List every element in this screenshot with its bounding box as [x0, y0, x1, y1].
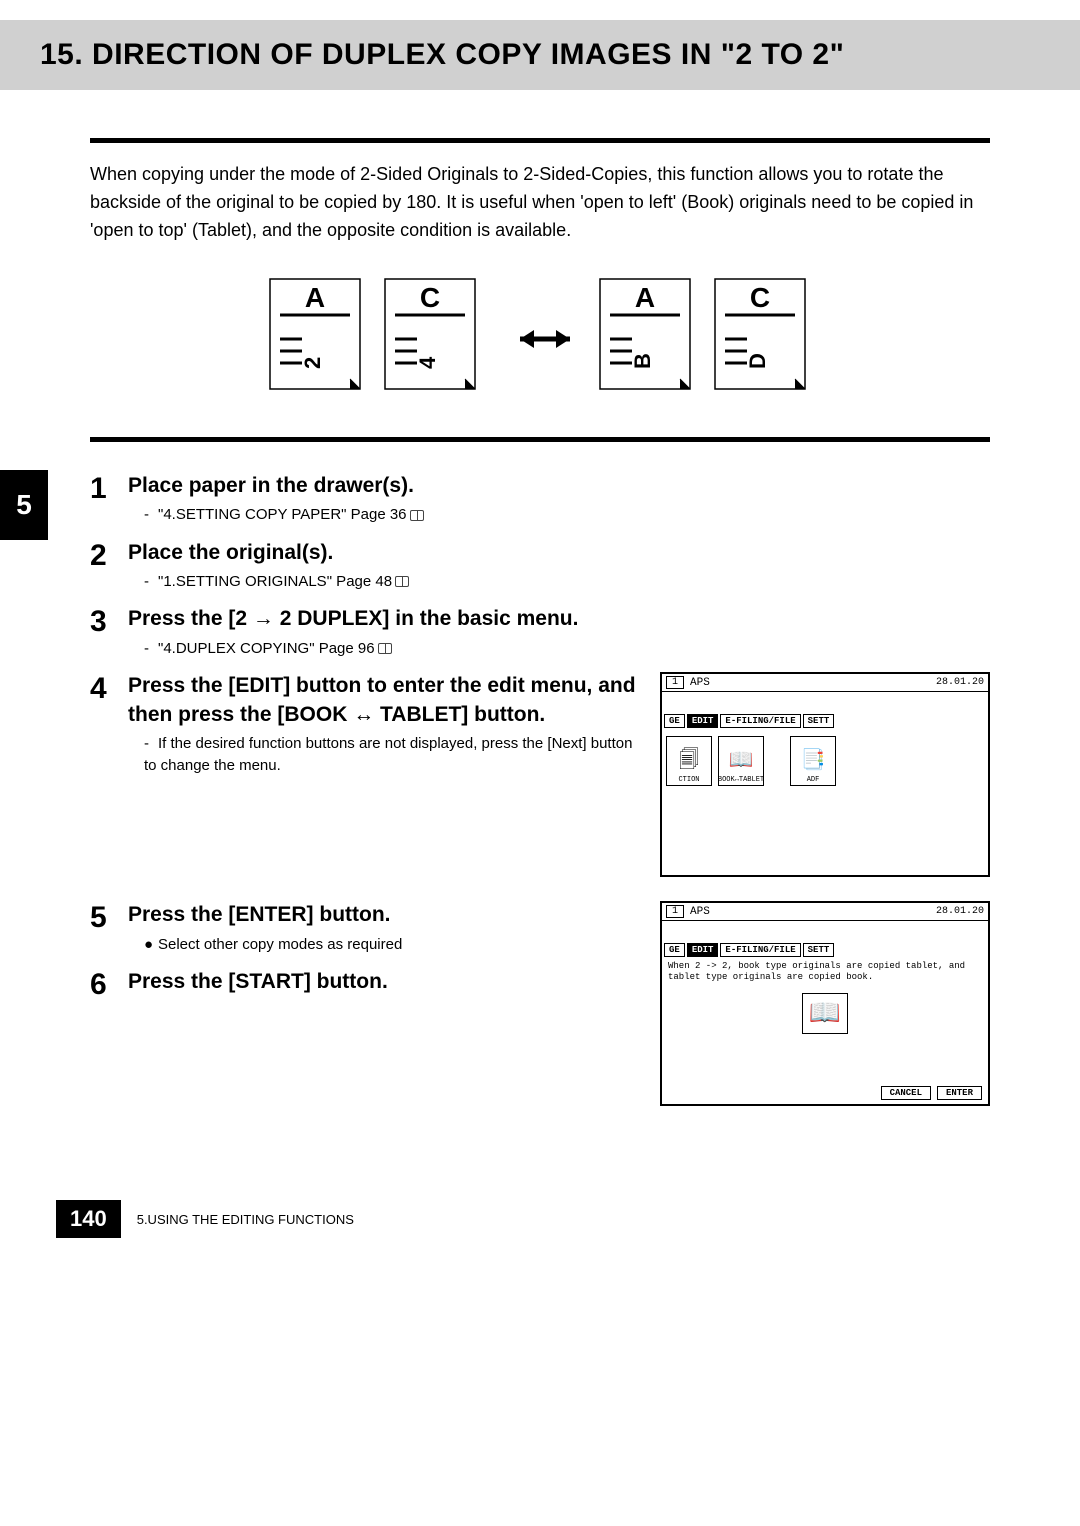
page-number: 140	[56, 1200, 121, 1238]
svg-text:C: C	[750, 282, 770, 313]
page-content: When copying under the mode of 2-Sided O…	[0, 90, 1080, 1126]
divider-mid	[90, 437, 990, 442]
svg-text:2: 2	[300, 356, 325, 368]
step-number: 1	[90, 472, 128, 505]
center-icon-wrap: 📖	[662, 985, 988, 1042]
date-label: 28.01.20	[936, 906, 984, 917]
step-sub: -"4.DUPLEX COPYING" Page 96	[144, 638, 990, 661]
step-number: 3	[90, 605, 128, 638]
page-footer: 140 5.USING THE EDITING FUNCTIONS	[0, 1186, 1080, 1268]
svg-text:B: B	[630, 353, 655, 369]
tab-efiling[interactable]: E-FILING/FILE	[720, 943, 800, 957]
icon-adf[interactable]: 📑ADF	[790, 736, 836, 786]
book-icon	[378, 643, 392, 654]
mode-label: APS	[690, 677, 710, 689]
step-number: 6	[90, 968, 128, 1001]
tab-ge[interactable]: GE	[664, 714, 685, 728]
tab-sett[interactable]: SETT	[803, 714, 835, 728]
step-sub: -"1.SETTING ORIGINALS" Page 48	[144, 571, 990, 594]
book-icon	[410, 510, 424, 521]
icon-row: 🗐CTION 📖BOOK↔TABLET 📑ADF	[662, 730, 988, 792]
mode-label: APS	[690, 906, 710, 918]
cancel-button[interactable]: CANCEL	[881, 1086, 931, 1100]
step-1: 1 Place paper in the drawer(s). -"4.SETT…	[90, 472, 990, 527]
screen-message: When 2 -> 2, book type originals are cop…	[662, 959, 988, 985]
step-title: Press the [2 → 2 DUPLEX] in the basic me…	[128, 605, 990, 633]
tab-edit[interactable]: EDIT	[687, 943, 719, 957]
step-56-row: 5 Press the [ENTER] button. ●Select othe…	[90, 901, 990, 1106]
step-2: 2 Place the original(s). -"1.SETTING ORI…	[90, 539, 990, 594]
step-sub: -If the desired function buttons are not…	[144, 733, 636, 778]
tab-row: GE EDIT E-FILING/FILE SETT	[662, 937, 988, 959]
section-header: 15. DIRECTION OF DUPLEX COPY IMAGES IN "…	[0, 20, 1080, 90]
step-sub: ●Select other copy modes as required	[144, 934, 636, 957]
tray-indicator: 1	[666, 905, 684, 918]
svg-text:A: A	[635, 282, 655, 313]
step-title: Press the [START] button.	[128, 968, 636, 996]
step-number: 4	[90, 672, 128, 705]
step-title: Place the original(s).	[128, 539, 990, 567]
step-6: 6 Press the [START] button.	[90, 968, 636, 1001]
step-5: 5 Press the [ENTER] button. ●Select othe…	[90, 901, 636, 956]
book-icon	[395, 576, 409, 587]
chapter-tab: 5	[0, 470, 48, 540]
tab-sett[interactable]: SETT	[803, 943, 835, 957]
svg-text:4: 4	[415, 356, 440, 369]
svg-text:A: A	[305, 282, 325, 313]
intro-paragraph: When copying under the mode of 2-Sided O…	[90, 161, 990, 245]
steps-area: 5 1 Place paper in the drawer(s). -"4.SE…	[90, 472, 990, 1107]
lcd-screen-2: 1 APS 28.01.20 GE EDIT E-FILING/FILE SET…	[660, 901, 990, 1106]
step-4-row: 4 Press the [EDIT] button to enter the e…	[90, 672, 990, 877]
tab-ge[interactable]: GE	[664, 943, 685, 957]
book-tablet-icon: 📖	[802, 993, 848, 1034]
step-4: 4 Press the [EDIT] button to enter the e…	[90, 672, 636, 778]
step-number: 5	[90, 901, 128, 934]
icon-ction[interactable]: 🗐CTION	[666, 736, 712, 786]
book-tablet-icon: 📖	[729, 752, 754, 772]
svg-text:C: C	[420, 282, 440, 313]
step-title: Press the [ENTER] button.	[128, 901, 636, 929]
enter-button[interactable]: ENTER	[937, 1086, 982, 1100]
tab-efiling[interactable]: E-FILING/FILE	[720, 714, 800, 728]
document-icon: 🗐	[679, 752, 699, 772]
step-title: Press the [EDIT] button to enter the edi…	[128, 672, 636, 729]
step-number: 2	[90, 539, 128, 572]
tray-indicator: 1	[666, 676, 684, 689]
divider-top	[90, 138, 990, 143]
step-3: 3 Press the [2 → 2 DUPLEX] in the basic …	[90, 605, 990, 660]
date-label: 28.01.20	[936, 677, 984, 688]
tab-row: GE EDIT E-FILING/FILE SETT	[662, 708, 988, 730]
button-row: CANCEL ENTER	[881, 1086, 982, 1100]
section-title: 15. DIRECTION OF DUPLEX COPY IMAGES IN "…	[40, 38, 1040, 72]
chapter-name: 5.USING THE EDITING FUNCTIONS	[137, 1212, 354, 1227]
svg-text:D: D	[745, 353, 770, 369]
diagram-svg: A 2 C 4	[260, 269, 820, 409]
lcd-screen-1: 1 APS 28.01.20 GE EDIT E-FILING/FILE SET…	[660, 672, 990, 877]
icon-book-tablet[interactable]: 📖BOOK↔TABLET	[718, 736, 764, 786]
step-title: Place paper in the drawer(s).	[128, 472, 990, 500]
step-sub: -"4.SETTING COPY PAPER" Page 36	[144, 504, 990, 527]
tab-edit[interactable]: EDIT	[687, 714, 719, 728]
adf-icon: 📑	[801, 752, 826, 772]
duplex-diagram: A 2 C 4	[90, 269, 990, 409]
